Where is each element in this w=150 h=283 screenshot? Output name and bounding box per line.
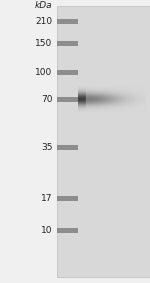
Bar	[57, 19, 78, 24]
Text: 35: 35	[41, 143, 52, 152]
Text: 70: 70	[41, 95, 52, 104]
Bar	[57, 70, 78, 75]
Text: 10: 10	[41, 226, 52, 235]
Bar	[57, 196, 78, 201]
Bar	[57, 41, 78, 46]
Text: kDa: kDa	[35, 1, 52, 10]
Text: 210: 210	[35, 17, 52, 26]
Bar	[57, 145, 78, 150]
Text: 100: 100	[35, 68, 52, 77]
Bar	[57, 228, 78, 233]
Text: 150: 150	[35, 39, 52, 48]
Text: 17: 17	[41, 194, 52, 203]
Bar	[57, 97, 78, 102]
Bar	[57, 6, 150, 277]
